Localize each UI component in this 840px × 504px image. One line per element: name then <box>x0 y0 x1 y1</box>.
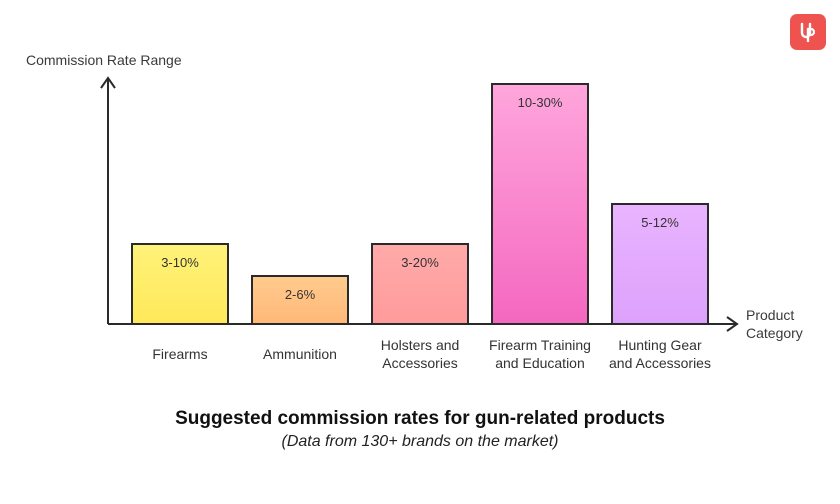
bar-4 <box>491 83 589 325</box>
up-logo-icon <box>800 22 816 43</box>
bar-3 <box>371 243 469 325</box>
category-label-line: Ammunition <box>263 346 337 362</box>
category-label: Ammunition <box>263 346 337 362</box>
bar-2 <box>251 275 349 325</box>
y-axis-title: Commission Rate Range <box>26 52 182 68</box>
category-label-line: Hunting Gear <box>618 337 702 353</box>
category-label: Firearms <box>152 346 207 362</box>
x-axis-title-line-2: Category <box>746 325 803 341</box>
category-label: Holsters and Accessories <box>381 337 460 371</box>
x-axis-title-line-1: Product <box>746 307 794 323</box>
bar-value-label: 10-30% <box>518 95 563 110</box>
bars: 3-10% 2-6% 3-20% 10-30% 5-12% <box>131 83 709 325</box>
y-axis <box>100 76 116 324</box>
category-label-line: Firearm Training <box>489 337 591 353</box>
bar-value-label: 5-12% <box>641 215 679 230</box>
category-label-line: Accessories <box>382 355 457 371</box>
chart-title: Suggested commission rates for gun-relat… <box>175 408 665 429</box>
bar-1 <box>131 243 229 325</box>
category-label-line: and Accessories <box>609 355 711 371</box>
bar-value-label: 3-20% <box>401 255 439 270</box>
upfluence-logo[interactable] <box>790 14 826 50</box>
category-label-line: Firearms <box>152 346 207 362</box>
x-axis-title: Product Category <box>746 307 803 341</box>
bar-value-label: 3-10% <box>161 255 199 270</box>
chart-subtitle: (Data from 130+ brands on the market) <box>281 433 559 450</box>
bar-chart: Commission Rate Range Product Category 3… <box>26 52 803 371</box>
category-label-line: and Education <box>495 355 585 371</box>
category-label: Firearm Training and Education <box>489 337 591 371</box>
bar-5 <box>611 203 709 325</box>
category-labels: Firearms Ammunition Holsters and Accessorie… <box>152 337 711 371</box>
category-label-line: Holsters and <box>381 337 460 353</box>
bar-value-label: 2-6% <box>285 287 316 302</box>
category-label: Hunting Gear and Accessories <box>609 337 711 371</box>
